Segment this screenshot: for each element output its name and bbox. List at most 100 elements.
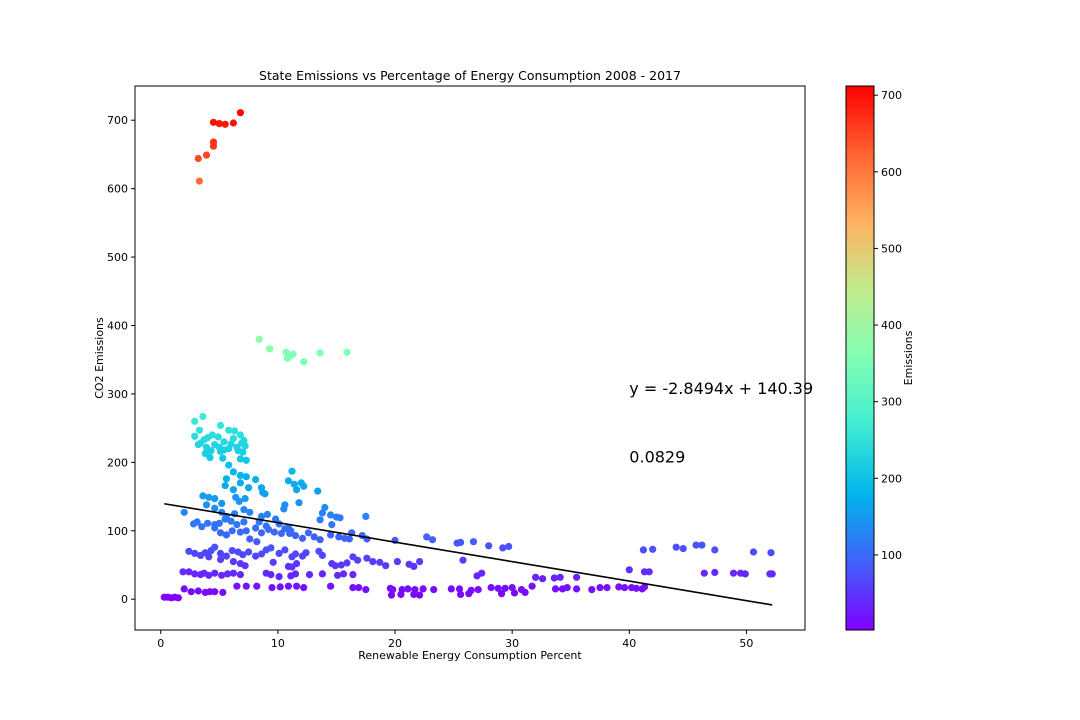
- data-point: [241, 495, 249, 503]
- data-point: [253, 582, 261, 590]
- x-axis-label: Renewable Energy Consumption Percent: [358, 649, 582, 662]
- data-point: [255, 335, 263, 343]
- data-point: [276, 583, 284, 591]
- data-point: [207, 447, 215, 455]
- data-point: [211, 504, 219, 512]
- data-point: [362, 512, 370, 521]
- data-point: [334, 571, 342, 579]
- colorbar-tick-label: 200: [881, 472, 902, 485]
- colorbar-tick-label: 500: [881, 242, 902, 255]
- data-point: [349, 571, 357, 579]
- data-point: [238, 439, 246, 447]
- data-point: [563, 584, 571, 592]
- data-point: [645, 568, 653, 576]
- data-point: [191, 417, 199, 425]
- data-point: [261, 490, 269, 498]
- x-tick-label: 20: [388, 637, 402, 650]
- data-point: [288, 467, 296, 475]
- colorbar-tick-label: 100: [881, 549, 902, 562]
- data-point: [195, 426, 203, 434]
- data-point: [457, 590, 465, 599]
- data-point: [532, 573, 540, 581]
- data-point: [236, 528, 244, 536]
- data-point: [343, 559, 351, 567]
- data-point: [195, 177, 203, 185]
- data-point: [711, 546, 719, 554]
- data-point: [275, 549, 283, 558]
- data-point: [229, 468, 237, 476]
- data-point: [263, 510, 271, 518]
- data-point: [459, 556, 467, 564]
- data-point: [242, 582, 250, 590]
- data-point: [430, 586, 438, 594]
- data-point: [262, 522, 270, 530]
- data-point: [640, 583, 649, 591]
- data-point: [729, 569, 738, 577]
- colorbar-tick-label: 700: [881, 89, 902, 102]
- data-point: [474, 586, 482, 594]
- data-point: [698, 541, 706, 549]
- plot-frame: [134, 85, 806, 631]
- data-point: [253, 538, 261, 546]
- data-point: [528, 582, 536, 590]
- data-point: [310, 533, 318, 541]
- data-point: [246, 535, 254, 543]
- data-point: [191, 570, 199, 578]
- data-point: [295, 499, 303, 507]
- data-point: [550, 574, 558, 582]
- data-point: [211, 543, 219, 551]
- data-point: [404, 585, 412, 593]
- data-point: [214, 433, 222, 441]
- data-point: [494, 584, 502, 592]
- data-point: [327, 531, 335, 539]
- data-point: [741, 570, 749, 578]
- y-tick-label: 700: [107, 114, 128, 127]
- data-point: [573, 573, 581, 581]
- data-point: [767, 549, 775, 557]
- colorbar-tick-label: 300: [881, 396, 902, 409]
- data-point: [222, 552, 230, 560]
- data-point: [300, 358, 308, 366]
- data-point: [327, 582, 335, 590]
- data-point: [397, 590, 405, 599]
- data-point: [220, 438, 228, 446]
- colorbar-label: Emissions: [902, 330, 915, 385]
- x-tick-label: 50: [739, 637, 753, 650]
- data-point: [291, 550, 300, 558]
- data-point: [191, 432, 199, 440]
- data-point: [240, 506, 248, 514]
- y-tick-label: 400: [107, 319, 128, 332]
- data-point: [242, 456, 250, 464]
- data-point: [239, 551, 247, 559]
- data-point: [229, 434, 237, 442]
- data-point: [174, 594, 182, 602]
- data-point: [465, 590, 473, 598]
- data-point: [331, 562, 339, 570]
- data-point: [300, 584, 308, 592]
- data-point: [211, 588, 219, 596]
- data-point: [290, 480, 298, 488]
- regression-equation: y = -2.8494x + 140.39: [629, 379, 813, 398]
- data-point: [499, 544, 507, 552]
- data-point: [215, 443, 223, 451]
- data-point: [573, 585, 581, 593]
- data-point: [284, 582, 292, 590]
- data-point: [478, 569, 486, 577]
- data-point: [349, 584, 357, 592]
- data-point: [469, 538, 478, 546]
- data-point: [428, 536, 437, 544]
- data-point: [240, 518, 248, 526]
- r-squared-value: 0.0829: [629, 447, 685, 466]
- data-point: [387, 591, 396, 599]
- data-point: [257, 529, 266, 537]
- data-point: [345, 535, 353, 543]
- y-tick-label: 500: [107, 251, 128, 264]
- data-point: [227, 517, 235, 525]
- data-point: [284, 524, 292, 532]
- data-point: [270, 528, 278, 536]
- data-point: [215, 120, 223, 128]
- data-point: [205, 553, 213, 561]
- data-point: [692, 541, 700, 549]
- data-point: [257, 550, 266, 558]
